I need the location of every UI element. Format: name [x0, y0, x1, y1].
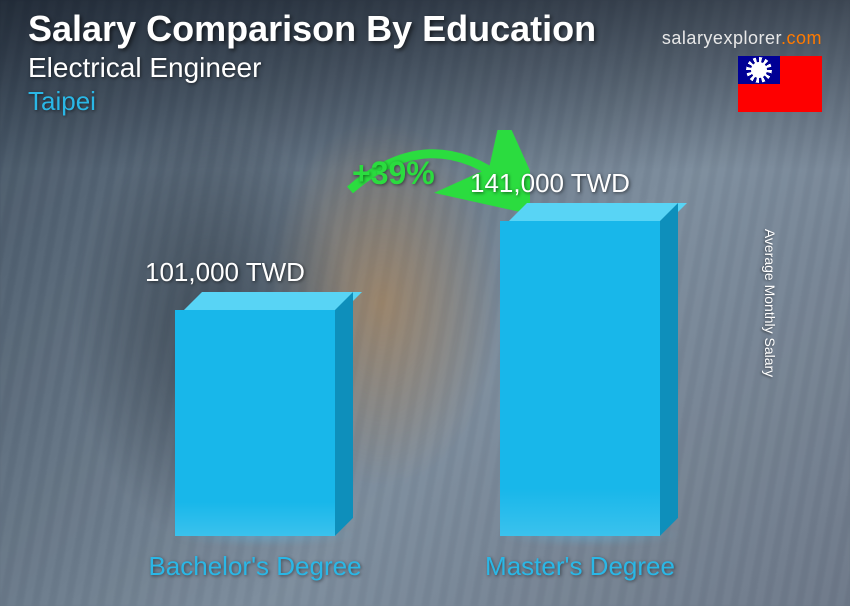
bar-category-label-2: Master's Degree: [470, 551, 690, 582]
bar-masters: [500, 221, 660, 536]
title-main: Salary Comparison By Education: [28, 8, 596, 50]
chart-area: 101,000 TWD Bachelor's Degree 141,000 TW…: [0, 150, 850, 606]
bar-side: [660, 203, 678, 536]
bar-category-label-1: Bachelor's Degree: [145, 551, 365, 582]
bar-top: [184, 292, 362, 310]
watermark-suffix: .com: [781, 28, 822, 48]
bar-value-label-1: 101,000 TWD: [145, 257, 305, 288]
bar-front: [500, 221, 660, 536]
title-subtitle-location: Taipei: [28, 86, 596, 117]
title-block: Salary Comparison By Education Electrica…: [28, 8, 596, 117]
flag-taiwan: [738, 56, 822, 112]
infographic-container: Salary Comparison By Education Electrica…: [0, 0, 850, 606]
bar-top: [509, 203, 687, 221]
flag-canton: [738, 56, 780, 84]
title-subtitle-role: Electrical Engineer: [28, 52, 596, 84]
bar-side: [335, 292, 353, 536]
bar-value-label-2: 141,000 TWD: [470, 168, 630, 199]
watermark: salaryexplorer.com: [662, 28, 822, 49]
watermark-main: salaryexplorer: [662, 28, 781, 48]
flag-sun-icon: [751, 62, 767, 78]
bar-front: [175, 310, 335, 536]
bar-bachelors: [175, 310, 335, 536]
